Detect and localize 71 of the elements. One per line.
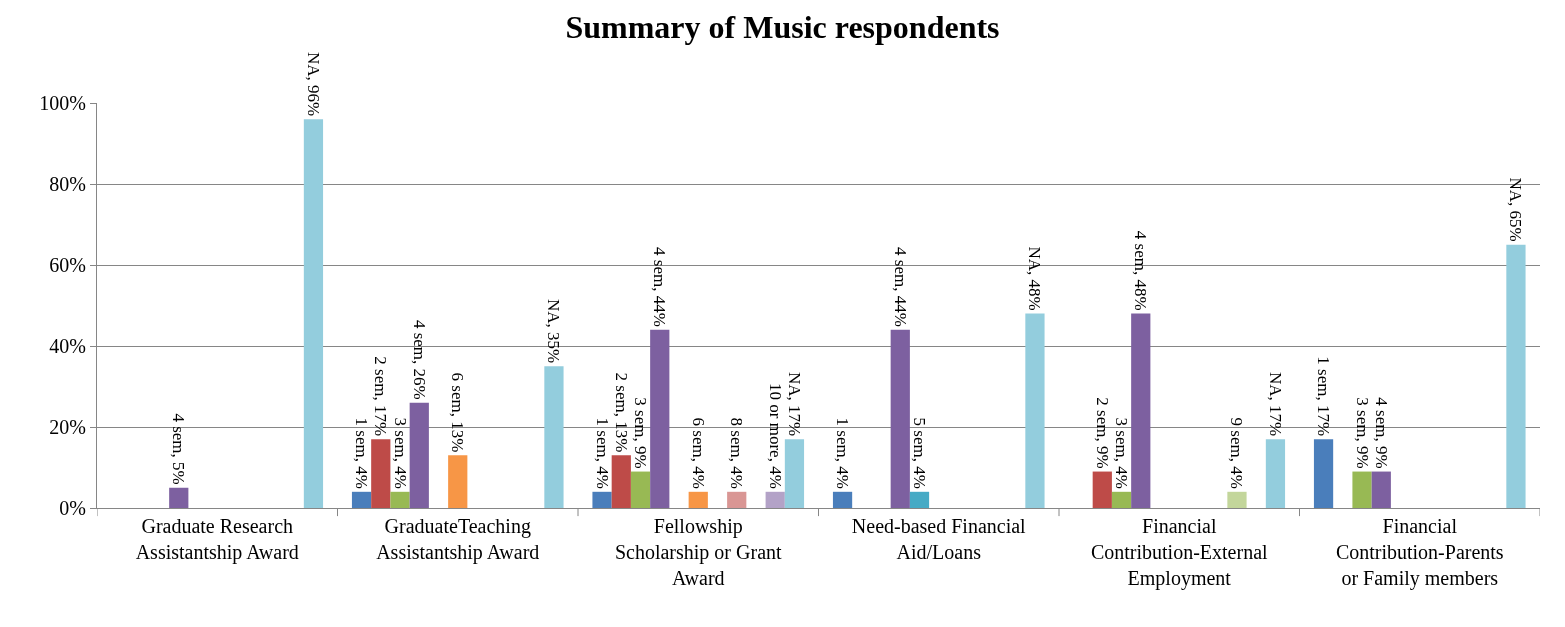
- bar: [1092, 471, 1112, 508]
- bar: [1313, 439, 1334, 508]
- x-tick-label: Financial Contribution-Parents or Family members: [1335, 515, 1504, 590]
- data-label: 3 sem, 9%: [631, 397, 651, 469]
- bar: [448, 455, 468, 508]
- data-label: 8 sem, 4%: [727, 417, 747, 489]
- bar: [784, 439, 805, 508]
- bar: [592, 491, 612, 508]
- data-label: NA, 35%: [544, 299, 564, 364]
- y-tick-label: 20%: [49, 416, 86, 438]
- data-label: NA, 48%: [1025, 246, 1045, 311]
- bar: [371, 439, 391, 508]
- data-label: 1 sem, 17%: [1314, 356, 1334, 437]
- x-tick-label: GraduateTeaching Assistantship Award: [376, 515, 540, 564]
- bar: [351, 491, 372, 508]
- bar: [890, 329, 910, 508]
- data-label: 4 sem, 44%: [650, 247, 670, 327]
- data-label: 1 sem, 4%: [833, 417, 853, 489]
- data-label: 4 sem, 5%: [169, 413, 189, 485]
- data-label: 2 sem, 17%: [371, 356, 391, 437]
- data-label: 4 sem, 48%: [1131, 230, 1151, 311]
- y-tick-label: 40%: [49, 335, 86, 357]
- y-tick-label: 80%: [49, 173, 86, 195]
- bar: [1371, 471, 1391, 508]
- data-label: 4 sem, 44%: [890, 247, 910, 327]
- data-label: 3 sem, 9%: [1352, 397, 1372, 469]
- bar: [909, 491, 930, 508]
- data-label: NA, 65%: [1506, 177, 1526, 242]
- bar: [1352, 471, 1372, 508]
- bar: [409, 402, 429, 508]
- data-label: 2 sem, 9%: [1092, 397, 1112, 469]
- data-label: 6 sem, 4%: [688, 417, 708, 489]
- bar: [1265, 439, 1286, 508]
- bar: [1131, 313, 1151, 508]
- data-label: 9 sem, 4%: [1227, 417, 1247, 489]
- bar: [611, 455, 631, 508]
- data-label: 1 sem, 4%: [352, 417, 372, 489]
- data-label: 10 or more, 4%: [765, 383, 785, 489]
- data-label: NA, 96%: [303, 51, 323, 117]
- bar: [630, 471, 651, 508]
- x-tick-label: Fellowship Scholarship or Grant Award: [614, 515, 782, 589]
- bar: [303, 119, 324, 508]
- bar: [765, 491, 785, 508]
- bar: [1227, 491, 1247, 508]
- bar: [727, 491, 747, 508]
- data-label: 3 sem, 4%: [1112, 417, 1132, 489]
- bar: [1025, 313, 1045, 508]
- y-tick-label: 100%: [39, 92, 86, 114]
- x-tick-label: Need-based Financial Aid/Loans: [851, 515, 1027, 563]
- data-label: NA, 17%: [1265, 371, 1285, 437]
- chart-title: Summary of Music respondents: [565, 9, 1000, 46]
- bar: [169, 487, 189, 508]
- data-label: 5 sem, 4%: [910, 417, 930, 489]
- bar: [390, 491, 410, 508]
- data-label: 2 sem, 13%: [611, 372, 631, 453]
- y-tick-label: 60%: [49, 254, 86, 276]
- data-label: 3 sem, 4%: [390, 417, 410, 489]
- bar: [1506, 244, 1526, 508]
- data-label: 4 sem, 26%: [409, 319, 429, 400]
- data-label: 6 sem, 13%: [448, 372, 468, 453]
- data-label: 4 sem, 9%: [1371, 397, 1391, 469]
- bar: [544, 366, 564, 508]
- x-tick-label: Graduate Research Assistantship Award: [135, 515, 299, 564]
- x-tick-label: Financial Contribution-External Employment: [1090, 515, 1268, 590]
- bar: [832, 491, 853, 508]
- y-tick-label: 0%: [59, 497, 86, 519]
- data-label: NA, 17%: [784, 371, 804, 437]
- bar: [650, 329, 670, 508]
- bar: [1111, 491, 1132, 508]
- bar: [688, 491, 708, 508]
- data-label: 1 sem, 4%: [592, 417, 612, 489]
